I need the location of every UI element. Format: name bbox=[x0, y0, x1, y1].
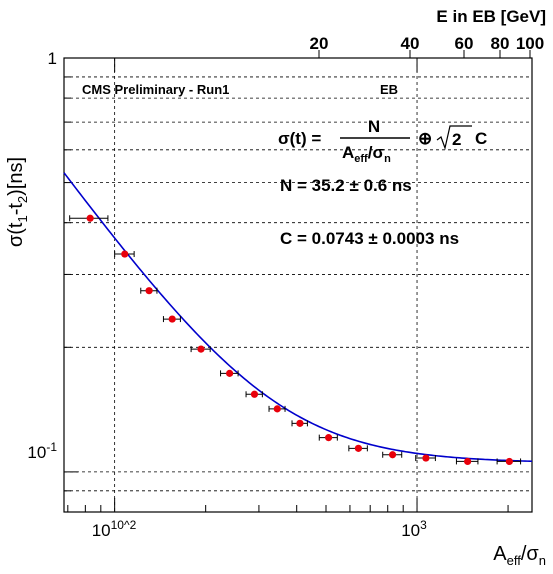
top-tick-label-60: 60 bbox=[455, 34, 474, 53]
x-tick-label-1000: 103 bbox=[401, 518, 427, 540]
data-marker bbox=[325, 434, 333, 442]
data-point bbox=[220, 369, 239, 377]
data-marker bbox=[505, 457, 513, 466]
data-point bbox=[348, 444, 368, 452]
top-axis: E in EB [GeV] 20 40 60 80 100 bbox=[310, 7, 546, 53]
data-point bbox=[318, 434, 338, 442]
top-tick-label-40: 40 bbox=[401, 34, 420, 53]
data-marker bbox=[121, 250, 129, 258]
y-tick-labels: 1 10-1 bbox=[27, 49, 57, 462]
data-marker bbox=[422, 454, 430, 462]
fit-curve-line bbox=[63, 172, 533, 463]
svg-text:σ(t) =: σ(t) = bbox=[278, 129, 321, 148]
data-point bbox=[140, 287, 158, 295]
top-tick-label-20: 20 bbox=[310, 34, 329, 53]
svg-text:Aeff/σn: Aeff/σn bbox=[342, 143, 391, 165]
x-tick-labels: 1010^2 103 bbox=[92, 518, 427, 540]
y-tick-label-1: 1 bbox=[48, 49, 57, 68]
y-axis-title: σ(t1-t2)[ns] bbox=[5, 157, 30, 247]
data-marker bbox=[273, 405, 281, 413]
svg-text:⊕: ⊕ bbox=[418, 129, 432, 148]
data-marker bbox=[86, 214, 94, 222]
data-marker bbox=[464, 457, 472, 466]
svg-text:σ(t1-t2)[ns]: σ(t1-t2)[ns] bbox=[5, 157, 30, 247]
svg-text:C: C bbox=[475, 129, 487, 148]
data-point bbox=[415, 454, 436, 462]
data-point bbox=[455, 457, 479, 466]
data-point bbox=[245, 390, 263, 398]
svg-text:N: N bbox=[368, 117, 380, 136]
fit-n-value: N = 35.2 ± 0.6 ns bbox=[280, 176, 412, 195]
data-point bbox=[291, 419, 308, 427]
cms-preliminary-label: CMS Preliminary - Run1 bbox=[82, 82, 229, 97]
top-tick-label-100: 100 bbox=[516, 34, 544, 53]
data-marker bbox=[296, 419, 304, 427]
y-tick-label-0.1: 10-1 bbox=[27, 440, 57, 462]
data-marker bbox=[388, 451, 397, 459]
svg-text:2: 2 bbox=[452, 130, 461, 149]
fit-curve bbox=[63, 172, 533, 463]
data-marker bbox=[354, 444, 363, 452]
data-marker bbox=[168, 315, 176, 323]
data-point bbox=[382, 451, 403, 459]
data-point bbox=[162, 315, 181, 323]
data-marker bbox=[197, 345, 205, 353]
annotations: CMS Preliminary - Run1 EB σ(t) = N Aeff/… bbox=[82, 82, 487, 248]
x-axis-title: Aeff/σn bbox=[493, 543, 546, 568]
fit-c-value: C = 0.0743 ± 0.0003 ns bbox=[280, 229, 459, 248]
axis-ticks bbox=[64, 50, 532, 512]
region-label: EB bbox=[380, 82, 398, 97]
svg-text:Aeff/σn: Aeff/σn bbox=[493, 543, 546, 568]
data-marker bbox=[250, 390, 259, 398]
top-tick-label-80: 80 bbox=[491, 34, 510, 53]
data-marker bbox=[145, 287, 153, 295]
x-tick-label-100: 1010^2 bbox=[92, 518, 137, 540]
data-point bbox=[496, 457, 522, 466]
data-point bbox=[69, 214, 109, 222]
data-point bbox=[114, 250, 135, 258]
fit-formula: σ(t) = N Aeff/σn ⊕ 2 C bbox=[278, 117, 487, 165]
data-marker bbox=[226, 369, 234, 377]
data-point bbox=[190, 345, 211, 353]
data-point bbox=[268, 405, 286, 413]
data-points bbox=[69, 214, 522, 466]
top-axis-title: E in EB [GeV] bbox=[436, 7, 546, 26]
